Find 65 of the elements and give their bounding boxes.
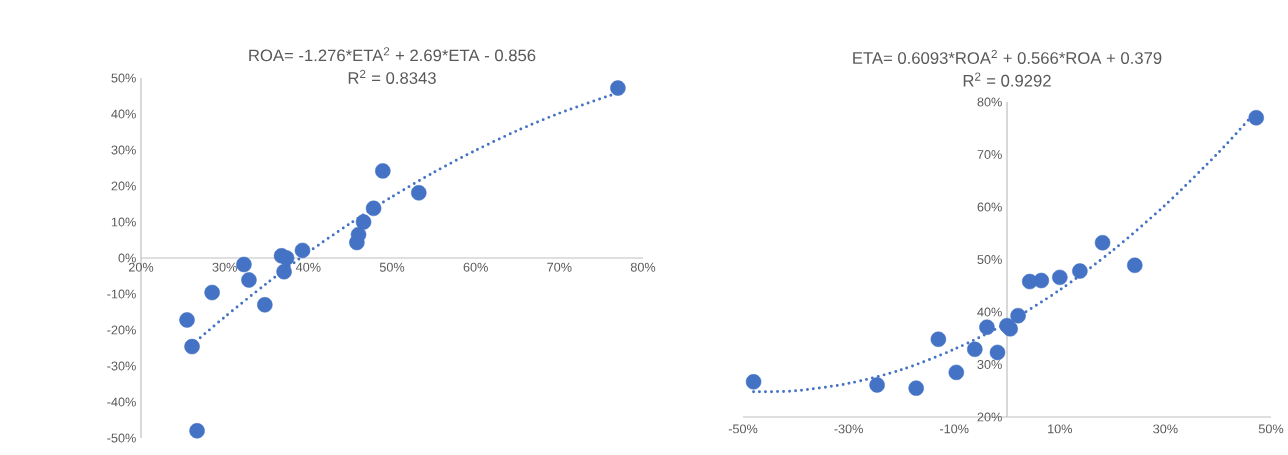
chart-title: ETA= 0.6093*ROA$^{2}$ + 0.566*ROA + 0.379 bbox=[853, 49, 1162, 64]
chart-subtitle: R$^{2}$ = 0.8343 bbox=[348, 69, 436, 84]
x-tick-label: 20% bbox=[128, 262, 154, 272]
y-tick-label: 30% bbox=[111, 145, 136, 155]
point bbox=[989, 344, 1006, 361]
y-tick-label: 20% bbox=[977, 412, 1002, 422]
point bbox=[979, 319, 995, 335]
y-tick-label: -30% bbox=[107, 361, 136, 371]
x-tick-label: -30% bbox=[834, 424, 863, 434]
x-tick-label: 80% bbox=[630, 262, 656, 272]
y-tick-label: 50% bbox=[111, 73, 136, 83]
point bbox=[179, 312, 195, 328]
point bbox=[204, 284, 220, 301]
y-tick-label: 70% bbox=[977, 150, 1002, 159]
point bbox=[355, 214, 372, 230]
x-tick-label: 10% bbox=[1048, 424, 1073, 434]
chart-subtitle: R$^{2}$ = 0.9292 bbox=[963, 72, 1051, 87]
x-tick-label: 30% bbox=[212, 262, 237, 272]
x-tick-label: -10% bbox=[939, 424, 969, 434]
y-tick-label: -10% bbox=[107, 289, 136, 299]
point bbox=[365, 200, 382, 217]
y-tick-label: 50% bbox=[977, 255, 1002, 264]
point bbox=[1072, 263, 1088, 279]
x-tick-label: 70% bbox=[547, 262, 572, 272]
x-tick-label: 50% bbox=[379, 262, 405, 272]
point bbox=[869, 377, 885, 393]
point bbox=[294, 242, 311, 259]
point bbox=[276, 263, 292, 280]
x-tick-label: -50% bbox=[728, 424, 758, 434]
point bbox=[999, 317, 1015, 334]
point bbox=[1127, 257, 1143, 274]
y-tick-label: 30% bbox=[977, 360, 1002, 369]
point bbox=[411, 185, 427, 201]
x-tick-label: 60% bbox=[463, 262, 488, 272]
y-tick-label: -50% bbox=[107, 433, 136, 443]
y-tick-label: 60% bbox=[977, 202, 1002, 212]
point bbox=[948, 364, 965, 381]
x-tick-label: 40% bbox=[295, 262, 321, 272]
point bbox=[1021, 273, 1038, 290]
point bbox=[967, 341, 983, 358]
point bbox=[1248, 110, 1264, 126]
point bbox=[257, 297, 273, 313]
y-tick-label: 20% bbox=[111, 181, 136, 191]
point bbox=[745, 374, 762, 390]
point bbox=[189, 423, 205, 439]
point bbox=[236, 256, 252, 273]
y-tick-label: -40% bbox=[107, 397, 136, 407]
y-tick-label: 40% bbox=[977, 307, 1002, 317]
point bbox=[1094, 234, 1111, 251]
y-tick-label: 10% bbox=[111, 217, 136, 227]
point bbox=[184, 338, 200, 355]
y-tick-label: -20% bbox=[107, 325, 136, 335]
point bbox=[908, 380, 924, 396]
point bbox=[1010, 307, 1026, 324]
point bbox=[610, 80, 626, 96]
point bbox=[1052, 269, 1068, 286]
y-tick-label: 40% bbox=[111, 109, 136, 119]
chart-title: ROA= -1.276*ETA$^{2}$ + 2.69*ETA - 0.856 bbox=[249, 47, 536, 62]
x-tick-label: 30% bbox=[1153, 424, 1178, 434]
y-tick-label: 0% bbox=[118, 253, 136, 263]
point bbox=[241, 272, 257, 288]
point bbox=[375, 163, 391, 179]
y-tick-label: 80% bbox=[977, 97, 1002, 107]
point bbox=[930, 331, 947, 348]
x-tick-label: 50% bbox=[1258, 424, 1284, 434]
